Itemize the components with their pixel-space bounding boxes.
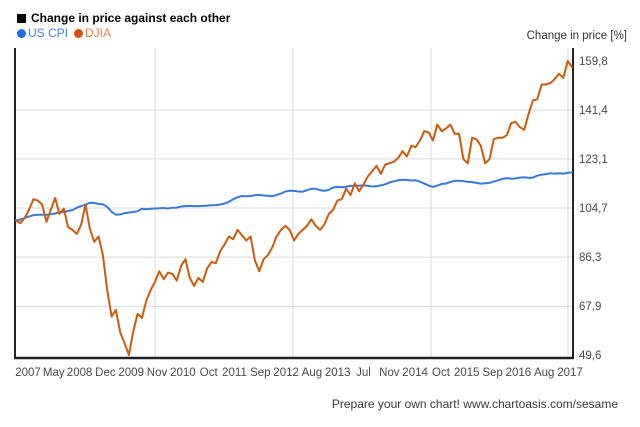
- x-tick-label: Sep: [250, 367, 270, 379]
- x-tick-label: Nov: [379, 367, 400, 379]
- djia-line: [15, 60, 573, 356]
- x-tick-label: Nov: [147, 367, 168, 379]
- x-tick-label: Jul: [356, 367, 371, 379]
- chart-title-row: Change in price against each other: [17, 11, 230, 25]
- x-tick-label: Aug: [534, 367, 554, 379]
- x-tick-label: 2012: [273, 367, 299, 379]
- legend-item-us-cpi: US CPI: [17, 26, 68, 40]
- x-tick-label: 2011: [222, 367, 247, 379]
- x-tick-label: Oct: [432, 367, 451, 379]
- y-tick-label: 49,6: [579, 350, 601, 362]
- x-tick-label: 2016: [506, 367, 532, 379]
- x-tick-label: 2007: [15, 367, 41, 379]
- x-tick-label: Oct: [200, 367, 219, 379]
- x-tick-label: 2008: [67, 367, 93, 379]
- y-axis-title: Change in price [%]: [526, 30, 627, 42]
- legend-label-djia: DJIA: [85, 26, 112, 40]
- y-tick-label: 123,1: [579, 154, 608, 166]
- x-tick-label: 2014: [402, 367, 428, 379]
- title-square-icon: [17, 13, 26, 23]
- y-tick-label: 141,4: [579, 105, 608, 117]
- us-cpi-dot-icon: [17, 28, 26, 38]
- x-tick-label: 2017: [557, 367, 583, 379]
- legend-item-djia: DJIA: [74, 26, 111, 40]
- x-tick-label: 2015: [454, 367, 480, 379]
- x-tick-label: May: [43, 367, 65, 379]
- legend-label-us-cpi: US CPI: [28, 26, 69, 40]
- djia-dot-icon: [74, 28, 84, 38]
- us-cpi-line: [15, 171, 573, 222]
- x-tick-label: 2010: [170, 367, 196, 379]
- x-tick-label: Sep: [482, 367, 502, 379]
- footer-text: Prepare your own chart! www.chartoasis.c…: [331, 397, 618, 411]
- y-tick-label: 104,7: [579, 203, 608, 215]
- y-tick-label: 86,3: [579, 252, 601, 264]
- x-tick-label: 2013: [325, 367, 351, 379]
- x-tick-label: 2009: [118, 367, 144, 379]
- legend: US CPI DJIA: [17, 26, 117, 40]
- y-tick-label: 159,8: [579, 56, 608, 68]
- chart-title: Change in price against each other: [31, 11, 231, 25]
- x-tick-label: Aug: [302, 367, 322, 379]
- y-tick-label: 67,9: [579, 301, 601, 313]
- x-tick-label: Dec: [95, 367, 116, 379]
